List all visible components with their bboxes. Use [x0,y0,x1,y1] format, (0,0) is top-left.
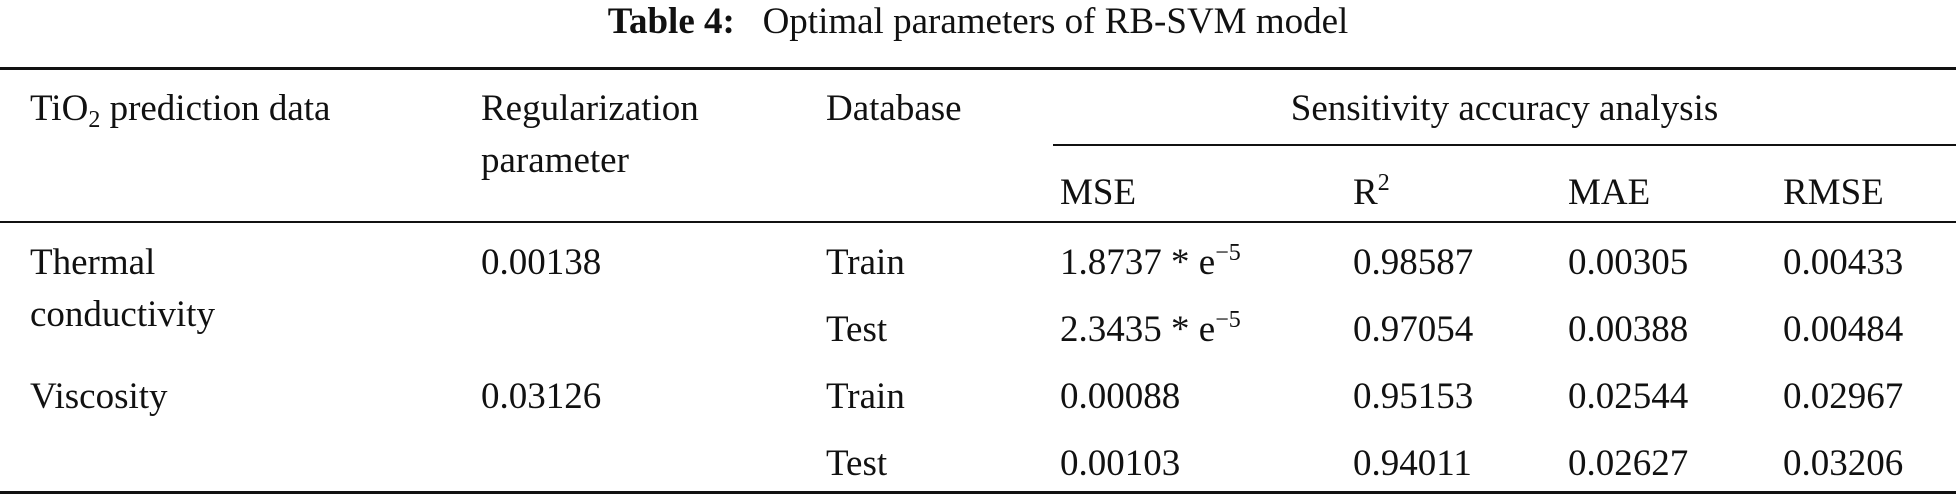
header-sensitivity-group: Sensitivity accuracy analysis [1290,88,1719,129]
row-1-r2: 0.98587 [1353,242,1474,283]
table-caption: Table 4: Optimal parameters of RB-SVM mo… [0,0,1956,56]
row-2-r2: 0.97054 [1353,309,1474,350]
header-mae: MAE [1568,172,1651,213]
row-3-mae: 0.02544 [1568,376,1689,417]
bottom-rule [0,491,1956,494]
header-database: Database [826,88,962,129]
group-subheader-rule [1053,144,1956,146]
row-3-mse: 0.00088 [1060,376,1181,417]
row-4-mse: 0.00103 [1060,443,1181,484]
header-r2: R2 [1353,170,1390,213]
row-1-mse: 1.8737 * e−5 [1060,240,1241,283]
row-3-rmse: 0.02967 [1783,376,1904,417]
row-1-mae: 0.00305 [1568,242,1689,283]
row-1-property-line2: conductivity [30,294,215,335]
row-2-database: Test [826,309,888,350]
row-4-mae: 0.02627 [1568,443,1689,484]
header-prediction-data: TiO2 prediction data [30,88,331,133]
table-caption-label: Table 4: [607,1,735,42]
row-2-mae: 0.00388 [1568,309,1689,350]
row-2-rmse: 0.00484 [1783,309,1904,350]
row-1-property: Thermal [30,242,156,283]
row-1-regularization: 0.00138 [481,242,602,283]
row-1-database: Train [826,242,905,283]
row-1-rmse: 0.00433 [1783,242,1904,283]
row-2-mse: 2.3435 * e−5 [1060,307,1241,350]
row-4-database: Test [826,443,888,484]
header-mse: MSE [1060,172,1137,213]
row-3-regularization: 0.03126 [481,376,602,417]
row-4-r2: 0.94011 [1353,443,1472,484]
row-3-database: Train [826,376,905,417]
header-rmse: RMSE [1783,172,1884,213]
row-4-rmse: 0.03206 [1783,443,1904,484]
top-rule [0,67,1956,70]
header-regularization-line1: Regularization [481,88,699,129]
table-caption-text: Optimal parameters of RB-SVM model [762,1,1349,42]
row-3-property: Viscosity [30,376,168,417]
header-bottom-rule [0,221,1956,223]
header-regularization-line2: parameter [481,140,629,181]
row-3-r2: 0.95153 [1353,376,1474,417]
